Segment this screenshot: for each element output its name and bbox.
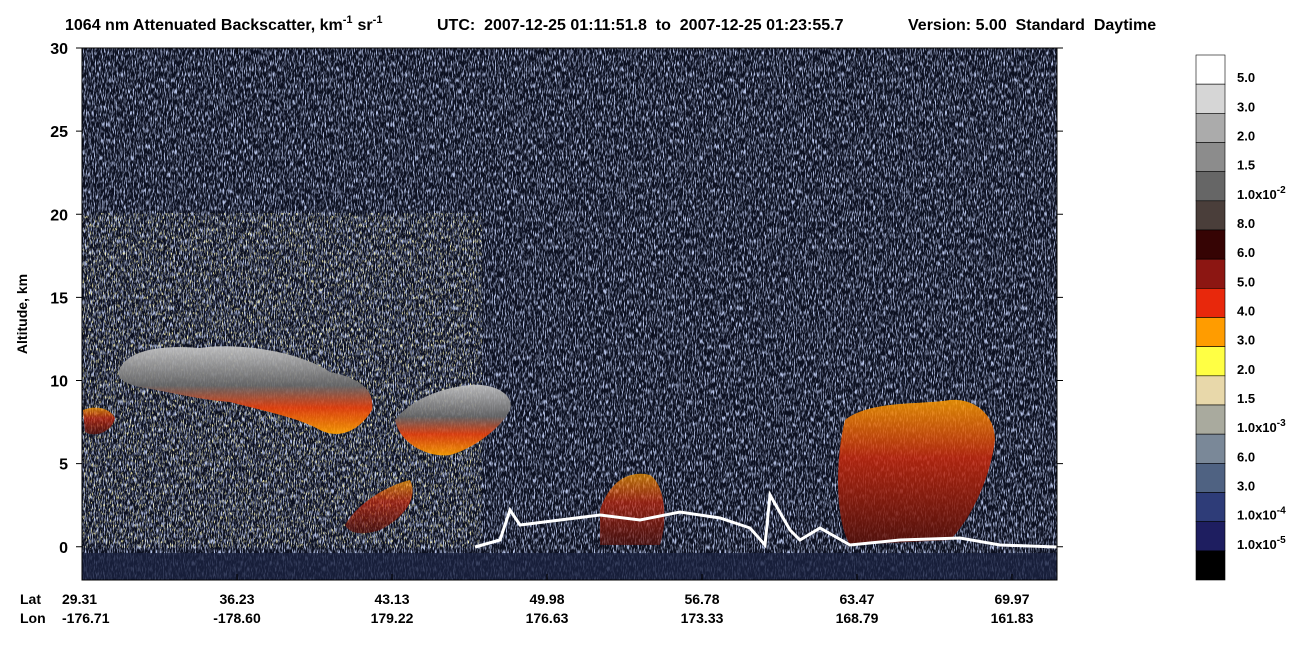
colorbar-label: 1.5 <box>1237 158 1255 173</box>
x-tick-label: 173.33 <box>681 610 724 626</box>
plot-frame <box>81 47 1058 581</box>
colorbar-swatch <box>1195 258 1226 289</box>
colorbar-label-text: 3.0 <box>1237 479 1255 494</box>
colorbar-label: 1.0x10-2 <box>1237 185 1286 202</box>
colorbar-swatch <box>1195 346 1226 377</box>
x-tick-label: 36.23 <box>219 591 254 607</box>
x-tick-label: 161.83 <box>991 610 1034 626</box>
colorbar-label-text: 6.0 <box>1237 449 1255 464</box>
colorbar-label: 1.0x10-3 <box>1237 418 1286 435</box>
y-tick-label: 5 <box>59 457 68 474</box>
y-tick-label: 10 <box>50 374 68 391</box>
colorbar-swatch <box>1195 375 1226 406</box>
colorbar-label-exp: -3 <box>1277 418 1286 429</box>
y-tick-label: 30 <box>50 41 68 58</box>
colorbar-label: 5.0 <box>1237 70 1255 85</box>
colorbar-swatch <box>1195 550 1226 581</box>
y-tick-label: 25 <box>50 124 68 141</box>
colorbar-label-text: 2.0 <box>1237 362 1255 377</box>
x-tick-label: 56.78 <box>684 591 719 607</box>
colorbar-label-text: 3.0 <box>1237 99 1255 114</box>
colorbar-label-text: 1.5 <box>1237 158 1255 173</box>
x-tick-label: 63.47 <box>839 591 874 607</box>
colorbar-label: 8.0 <box>1237 216 1255 231</box>
x-tick-label: -176.71 <box>62 610 110 626</box>
colorbar-label: 3.0 <box>1237 479 1255 494</box>
colorbar-label-text: 2.0 <box>1237 129 1255 144</box>
colorbar-label-text: 5.0 <box>1237 274 1255 289</box>
colorbar-label-text: 1.5 <box>1237 391 1255 406</box>
colorbar-label-text: 1.0x10 <box>1237 508 1277 523</box>
colorbar-label-text: 1.0x10 <box>1237 537 1277 552</box>
y-tick-label: 0 <box>59 540 68 557</box>
colorbar-label-text: 3.0 <box>1237 333 1255 348</box>
title-unit: sr <box>358 17 373 34</box>
title-exp: -1 <box>343 14 353 26</box>
colorbar-label: 1.0x10-5 <box>1237 535 1286 552</box>
x-tick-label: 176.63 <box>526 610 569 626</box>
colorbar-swatch <box>1195 463 1226 493</box>
title-version: Version: 5.00 Standard Daytime <box>908 17 1156 34</box>
colorbar-swatch <box>1195 404 1226 435</box>
x-tick-label: 168.79 <box>836 610 879 626</box>
colorbar-label-exp: -2 <box>1277 185 1286 196</box>
y-tick-label: 20 <box>50 207 68 224</box>
colorbar-swatch <box>1195 433 1226 464</box>
colorbar-label: 6.0 <box>1237 449 1255 464</box>
x-tick-label: 49.98 <box>529 591 564 607</box>
colorbar-label: 2.0 <box>1237 362 1255 377</box>
y-tick-label: 15 <box>50 290 68 307</box>
x-row-name: Lat <box>20 591 41 607</box>
colorbar-label-text: 6.0 <box>1237 245 1255 260</box>
colorbar-label: 2.0 <box>1237 129 1255 144</box>
colorbar: 5.03.02.01.51.0x10-28.06.05.04.03.02.01.… <box>1195 54 1286 581</box>
colorbar-swatch <box>1195 83 1226 114</box>
axes: 0 5 10 15 20 25 30 Lat 29.31 36.23 43.13 49.98 56.78… <box>20 41 1063 626</box>
colorbar-label-text: 8.0 <box>1237 216 1255 231</box>
x-tick-label: 69.97 <box>994 591 1029 607</box>
y-axis-label: Altitude, km <box>14 274 30 354</box>
x-row-name: Lon <box>20 610 46 626</box>
colorbar-swatch <box>1195 229 1226 260</box>
colorbar-swatch <box>1195 142 1226 172</box>
colorbar-swatch <box>1195 288 1226 318</box>
title-main: 1064 nm Attenuated Backscatter, km <box>65 17 343 34</box>
x-tick-label: 43.13 <box>374 591 409 607</box>
colorbar-label-text: 1.0x10 <box>1237 420 1277 435</box>
colorbar-swatch <box>1195 54 1226 85</box>
colorbar-label-exp: -4 <box>1277 506 1286 517</box>
colorbar-swatch <box>1195 200 1226 231</box>
x-tick-label: 179.22 <box>371 610 414 626</box>
chart-title: 1064 nm Attenuated Backscatter, km-1 sr-1 <box>65 14 382 34</box>
backscatter-image <box>82 48 1057 580</box>
colorbar-label: 3.0 <box>1237 333 1255 348</box>
x-tick-label: 29.31 <box>62 591 97 607</box>
colorbar-label: 6.0 <box>1237 245 1255 260</box>
colorbar-swatch <box>1195 492 1226 522</box>
x-tick-label: -178.60 <box>213 610 261 626</box>
title-exp: -1 <box>373 14 383 26</box>
colorbar-swatch <box>1195 171 1226 202</box>
colorbar-label: 4.0 <box>1237 304 1255 319</box>
colorbar-label: 1.5 <box>1237 391 1255 406</box>
colorbar-label-text: 5.0 <box>1237 70 1255 85</box>
colorbar-swatch <box>1195 521 1226 552</box>
colorbar-swatch <box>1195 113 1226 143</box>
colorbar-label: 3.0 <box>1237 99 1255 114</box>
colorbar-label-text: 4.0 <box>1237 304 1255 319</box>
title-utc: UTC: 2007-12-25 01:11:51.8 to 2007-12-25… <box>437 17 844 34</box>
colorbar-swatch <box>1195 317 1226 347</box>
colorbar-label-text: 1.0x10 <box>1237 187 1277 202</box>
colorbar-label-exp: -5 <box>1277 535 1286 546</box>
colorbar-label: 1.0x10-4 <box>1237 506 1286 523</box>
colorbar-label: 5.0 <box>1237 274 1255 289</box>
